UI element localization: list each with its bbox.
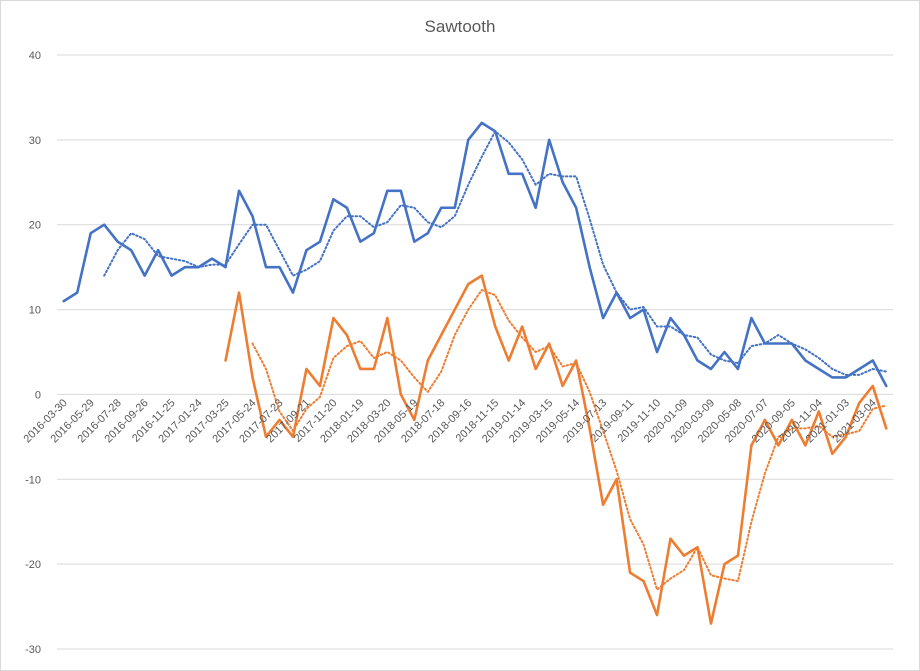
- y-tick-label: 10: [29, 305, 41, 317]
- y-tick-label: -20: [25, 559, 41, 571]
- y-tick-label: 40: [29, 50, 41, 62]
- y-tick-label: 20: [29, 220, 41, 232]
- series-line-3-solid: [224, 274, 888, 625]
- series-line-4-dotted: [251, 289, 888, 591]
- series-line-1-solid: [62, 121, 888, 388]
- y-tick-label: -30: [25, 644, 41, 656]
- chart-title: Sawtooth: [424, 17, 496, 36]
- y-tick-label: 0: [35, 389, 41, 401]
- y-tick-label: 30: [29, 135, 41, 147]
- series-line-2-dotted: [103, 130, 888, 376]
- y-tick-label: -10: [25, 474, 41, 486]
